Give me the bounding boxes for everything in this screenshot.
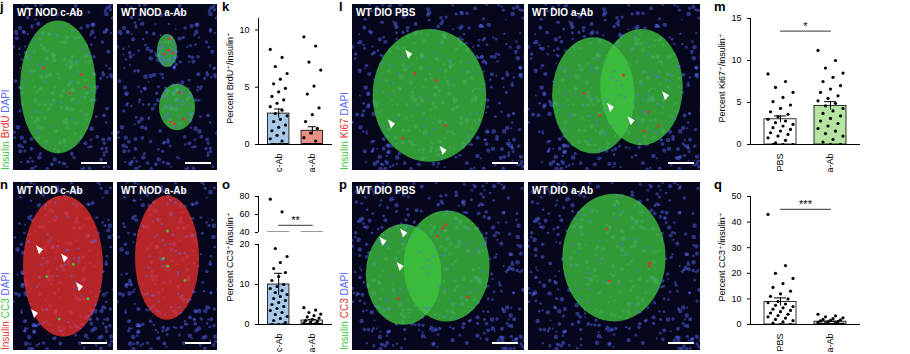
svg-text:10: 10 — [239, 279, 249, 289]
svg-text:15: 15 — [731, 13, 741, 23]
html-text:Percent BrdU⁺/insulin⁺: Percent BrdU⁺/insulin⁺ — [225, 32, 235, 124]
html-text:j: j — [0, 0, 4, 14]
svg-text:5: 5 — [736, 97, 741, 107]
html-text:Percent Ki67⁺/insulin⁺: Percent Ki67⁺/insulin⁺ — [717, 33, 727, 123]
html-text:DAPI: DAPI — [339, 92, 350, 116]
svg-text:0: 0 — [736, 319, 741, 329]
html-text:m: m — [714, 0, 726, 14]
svg-text:0: 0 — [244, 139, 249, 149]
svg-text:10: 10 — [239, 25, 249, 35]
svg-text:WT NOD a-Ab: WT NOD a-Ab — [121, 185, 187, 196]
svg-text:c-Ab: c-Ab — [274, 154, 284, 173]
html-text:CC3: CC3 — [0, 298, 11, 319]
html-text:Percent CC3⁺/insulin⁺: Percent CC3⁺/insulin⁺ — [717, 212, 727, 302]
svg-text:a-Ab: a-Ab — [825, 334, 835, 353]
html-text:k: k — [222, 0, 230, 14]
html-text:l: l — [339, 0, 343, 14]
svg-text:**: ** — [291, 214, 300, 226]
svg-text:WT DIO PBS: WT DIO PBS — [356, 7, 416, 18]
html-text:Ki67: Ki67 — [339, 118, 350, 139]
svg-text:a-Ab: a-Ab — [825, 154, 835, 173]
html-text:q: q — [714, 177, 722, 192]
html-text:BrdU: BrdU — [0, 115, 11, 139]
html-text:DAPI: DAPI — [0, 272, 11, 296]
html-text:Insulin: Insulin — [339, 321, 350, 350]
html-text:o: o — [222, 177, 230, 192]
svg-text:***: *** — [799, 198, 813, 210]
svg-text:WT NOD a-Ab: WT NOD a-Ab — [121, 7, 187, 18]
svg-text:PBS: PBS — [775, 154, 785, 172]
html-text:CC3: CC3 — [339, 298, 350, 319]
html-text:n: n — [0, 177, 8, 192]
svg-text:a-Ab: a-Ab — [307, 334, 317, 353]
svg-text:20: 20 — [239, 239, 249, 249]
svg-text:5: 5 — [244, 82, 249, 92]
html-text:DAPI: DAPI — [339, 272, 350, 296]
svg-text:WT DIO a-Ab: WT DIO a-Ab — [532, 185, 593, 196]
html-text:Insulin: Insulin — [0, 321, 11, 350]
svg-text:0: 0 — [736, 139, 741, 149]
svg-text:0: 0 — [244, 319, 249, 329]
svg-text:50: 50 — [731, 191, 741, 201]
svg-text:PBS: PBS — [775, 334, 785, 352]
html-text:p: p — [339, 177, 347, 192]
svg-text:30: 30 — [731, 243, 741, 253]
svg-text:10: 10 — [731, 55, 741, 65]
svg-text:WT NOD c-Ab: WT NOD c-Ab — [17, 185, 83, 196]
svg-text:60: 60 — [239, 209, 249, 219]
html-text:Percent CC3⁺/insulin⁺: Percent CC3⁺/insulin⁺ — [225, 212, 235, 302]
svg-text:*: * — [803, 20, 808, 32]
svg-text:WT DIO PBS: WT DIO PBS — [356, 185, 416, 196]
svg-text:40: 40 — [731, 217, 741, 227]
html-text:Insulin: Insulin — [339, 141, 350, 170]
svg-text:10: 10 — [731, 294, 741, 304]
svg-text:80: 80 — [239, 191, 249, 201]
html-text:DAPI: DAPI — [0, 89, 11, 113]
svg-text:a-Ab: a-Ab — [307, 154, 317, 173]
svg-text:40: 40 — [239, 227, 249, 237]
html-text:Insulin: Insulin — [0, 141, 11, 170]
svg-text:20: 20 — [731, 268, 741, 278]
svg-text:WT DIO a-Ab: WT DIO a-Ab — [532, 7, 593, 18]
svg-text:c-Ab: c-Ab — [274, 334, 284, 353]
svg-text:WT NOD c-Ab: WT NOD c-Ab — [17, 7, 83, 18]
